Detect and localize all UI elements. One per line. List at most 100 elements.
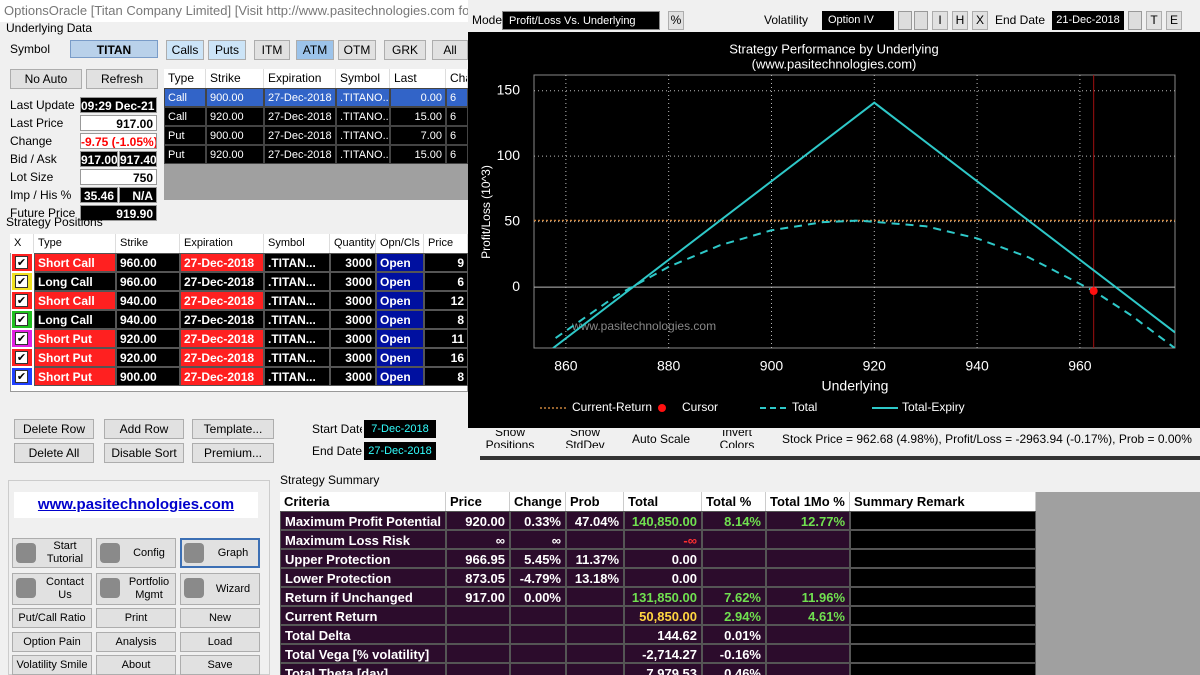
position-cell[interactable]: 27-Dec-2018	[180, 291, 264, 310]
filter-button[interactable]: GRK	[384, 40, 426, 60]
option-cell[interactable]: 920.00	[206, 107, 264, 126]
dropdown[interactable]: Option IV	[822, 11, 894, 30]
position-cell[interactable]: 3000	[330, 367, 376, 386]
position-cell[interactable]: 3000	[330, 272, 376, 291]
position-cell[interactable]: .TITAN...	[264, 291, 330, 310]
position-cell[interactable]: 27-Dec-2018	[180, 348, 264, 367]
option-cell[interactable]: 27-Dec-2018	[264, 107, 336, 126]
position-cell[interactable]: .TITAN...	[264, 367, 330, 386]
option-cell[interactable]: 27-Dec-2018	[264, 88, 336, 107]
option-cell[interactable]: 0.00	[390, 88, 446, 107]
position-cell[interactable]: Short Put	[34, 367, 116, 386]
position-cell[interactable]: 3000	[330, 348, 376, 367]
position-cell[interactable]: 27-Dec-2018	[180, 367, 264, 386]
button[interactable]: T	[1146, 11, 1162, 30]
position-cell[interactable]: 940.00	[116, 310, 180, 329]
position-cell[interactable]: Short Put	[34, 348, 116, 367]
check[interactable]: ✔	[15, 256, 28, 269]
option-cell[interactable]: 6	[446, 145, 468, 164]
check[interactable]: ✔	[15, 351, 28, 364]
position-cell[interactable]: 920.00	[116, 348, 180, 367]
status-button[interactable]: Show Positions	[472, 430, 548, 448]
spin[interactable]	[1128, 11, 1142, 30]
position-cell[interactable]: 8	[424, 367, 468, 386]
position-cell[interactable]: 920.00	[116, 329, 180, 348]
check[interactable]: ✔	[15, 370, 28, 383]
filter-button[interactable]: Calls	[166, 40, 204, 60]
position-cell[interactable]: 3000	[330, 329, 376, 348]
position-cell[interactable]: .TITAN...	[264, 329, 330, 348]
button[interactable]: Add Row	[104, 419, 184, 439]
status-button[interactable]: Auto Scale	[630, 430, 692, 448]
option-cell[interactable]: 6	[446, 107, 468, 126]
status-button[interactable]: Invert Colors	[704, 430, 770, 448]
position-cell[interactable]: Long Call	[34, 310, 116, 329]
option-cell[interactable]: 900.00	[206, 126, 264, 145]
nav-button[interactable]: Save	[180, 655, 260, 675]
dropdown[interactable]: Profit/Loss Vs. Underlying	[502, 11, 660, 30]
position-cell[interactable]: .TITAN...	[264, 348, 330, 367]
filter-button[interactable]: OTM	[338, 40, 376, 60]
position-cell[interactable]: .TITAN...	[264, 272, 330, 291]
option-cell[interactable]: Put	[164, 126, 206, 145]
nav-button[interactable]: Volatility Smile	[12, 655, 92, 675]
button[interactable]: E	[1166, 11, 1182, 30]
position-cell[interactable]: 900.00	[116, 367, 180, 386]
date-box[interactable]: 7-Dec-2018	[364, 420, 436, 438]
option-cell[interactable]: 15.00	[390, 107, 446, 126]
position-cell[interactable]: 16	[424, 348, 468, 367]
position-cell[interactable]: 940.00	[116, 291, 180, 310]
position-cell[interactable]: 27-Dec-2018	[180, 310, 264, 329]
position-cell[interactable]: Short Call	[34, 253, 116, 272]
button[interactable]: H	[952, 11, 968, 30]
option-cell[interactable]: Call	[164, 107, 206, 126]
position-cell[interactable]: Long Call	[34, 272, 116, 291]
check[interactable]: ✔	[15, 313, 28, 326]
position-cell[interactable]: Open	[376, 310, 424, 329]
nav-button[interactable]: Print	[96, 608, 176, 628]
option-cell[interactable]: Call	[164, 88, 206, 107]
option-cell[interactable]: .TITANO...	[336, 126, 390, 145]
option-cell[interactable]: 900.00	[206, 88, 264, 107]
filter-button[interactable]: ITM	[254, 40, 290, 60]
option-cell[interactable]: Put	[164, 145, 206, 164]
option-cell[interactable]: .TITANO...	[336, 145, 390, 164]
option-cell[interactable]: 7.00	[390, 126, 446, 145]
position-cell[interactable]: 6	[424, 272, 468, 291]
position-cell[interactable]: 3000	[330, 253, 376, 272]
nav-button[interactable]: Load	[180, 632, 260, 652]
position-cell[interactable]: 9	[424, 253, 468, 272]
position-cell[interactable]: Open	[376, 348, 424, 367]
spin[interactable]	[898, 11, 912, 30]
position-cell[interactable]: 960.00	[116, 272, 180, 291]
position-cell[interactable]: 27-Dec-2018	[180, 253, 264, 272]
position-cell[interactable]: 8	[424, 310, 468, 329]
position-cell[interactable]: 3000	[330, 310, 376, 329]
button[interactable]: Refresh	[86, 69, 158, 89]
position-cell[interactable]: 960.00	[116, 253, 180, 272]
button[interactable]: Delete All	[14, 443, 94, 463]
link[interactable]: www.pasitechnologies.com	[14, 492, 258, 518]
option-cell[interactable]: 920.00	[206, 145, 264, 164]
position-cell[interactable]: Open	[376, 367, 424, 386]
position-cell[interactable]: Open	[376, 253, 424, 272]
nav-button[interactable]: Put/Call Ratio	[12, 608, 92, 628]
button[interactable]: X	[972, 11, 988, 30]
spin[interactable]	[914, 11, 928, 30]
nav-button[interactable]: Graph	[180, 538, 260, 568]
position-cell[interactable]: 12	[424, 291, 468, 310]
option-cell[interactable]: 27-Dec-2018	[264, 126, 336, 145]
option-cell[interactable]: 6	[446, 126, 468, 145]
position-cell[interactable]: 3000	[330, 291, 376, 310]
status-button[interactable]: Show StdDev	[550, 430, 620, 448]
position-cell[interactable]: Short Put	[34, 329, 116, 348]
date-box[interactable]: 21-Dec-2018	[1052, 11, 1124, 30]
button[interactable]: Disable Sort	[104, 443, 184, 463]
nav-button[interactable]: Option Pain	[12, 632, 92, 652]
option-cell[interactable]: 6	[446, 88, 468, 107]
check[interactable]: ✔	[15, 332, 28, 345]
button[interactable]: Premium...	[192, 443, 274, 463]
check[interactable]: ✔	[15, 294, 28, 307]
option-cell[interactable]: .TITANO...	[336, 88, 390, 107]
position-cell[interactable]: 11	[424, 329, 468, 348]
